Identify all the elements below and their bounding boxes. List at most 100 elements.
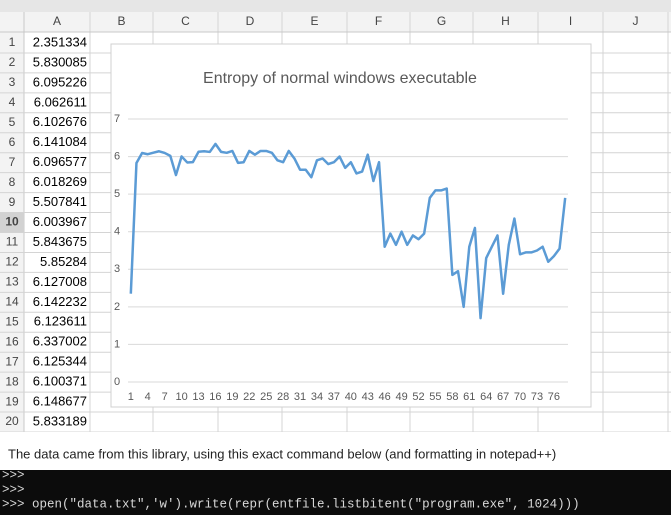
x-tick-label: 52: [412, 391, 424, 403]
y-tick-label: 3: [114, 263, 120, 275]
row-header: 20: [5, 414, 19, 428]
x-tick-label: 28: [277, 391, 289, 403]
x-tick-label: 67: [497, 391, 509, 403]
column-header: C: [181, 14, 190, 28]
x-tick-label: 25: [260, 391, 272, 403]
x-tick-label: 55: [429, 391, 441, 403]
row-header: 6: [9, 135, 16, 149]
row-header: 10: [5, 215, 19, 229]
cell: 6.337002: [33, 334, 87, 349]
x-tick-label: 49: [395, 391, 407, 403]
row-header: 13: [5, 275, 19, 289]
row-header: 18: [5, 374, 19, 388]
column-header: A: [53, 14, 61, 28]
terminal-line: >>> open("data.txt",'w').write(repr(entf…: [2, 497, 580, 511]
y-tick-label: 1: [114, 338, 120, 350]
cell: 5.507841: [33, 194, 87, 209]
cell: 6.141084: [33, 134, 87, 149]
x-tick-label: 31: [294, 391, 306, 403]
x-tick-label: 16: [209, 391, 221, 403]
y-tick-label: 6: [114, 150, 120, 162]
row-header: 2: [9, 55, 16, 69]
cell: 6.142232: [33, 294, 87, 309]
x-tick-label: 43: [362, 391, 374, 403]
chart-title: Entropy of normal windows executable: [203, 70, 477, 87]
cell: 2.351334: [33, 34, 87, 49]
x-tick-label: 46: [379, 391, 391, 403]
column-header: F: [375, 14, 382, 28]
x-tick-label: 1: [128, 391, 134, 403]
x-tick-label: 64: [480, 391, 492, 403]
column-header: J: [633, 14, 639, 28]
cell: 5.833189: [33, 413, 87, 428]
cell: 6.062611: [34, 94, 87, 109]
x-tick-label: 19: [226, 391, 238, 403]
x-tick-label: 73: [531, 391, 543, 403]
row-header: 4: [9, 95, 16, 109]
row-header: 12: [5, 255, 19, 269]
row-header: 9: [9, 195, 16, 209]
row-header: 19: [5, 394, 19, 408]
cell: 6.095226: [33, 74, 87, 89]
x-tick-label: 58: [446, 391, 458, 403]
cell: 6.125344: [33, 354, 87, 369]
terminal: [0, 470, 671, 515]
cell: 5.843675: [33, 234, 87, 249]
row-header: 17: [5, 354, 19, 368]
cell: 6.102676: [33, 114, 87, 129]
x-tick-label: 37: [328, 391, 340, 403]
cell: 6.123611: [34, 314, 87, 329]
cell: 6.018269: [33, 174, 87, 189]
cell: 6.148677: [33, 394, 87, 409]
terminal-line: >>>: [2, 483, 25, 497]
x-tick-label: 13: [192, 391, 204, 403]
column-header: B: [117, 14, 125, 28]
toolbar-strip: [0, 0, 671, 12]
caption-area: [0, 432, 671, 470]
cell: 5.830085: [33, 54, 87, 69]
x-tick-label: 70: [514, 391, 526, 403]
y-tick-label: 2: [114, 301, 120, 313]
active-row-header: [0, 212, 24, 233]
cell: 6.100371: [33, 374, 87, 389]
y-tick-label: 5: [114, 188, 120, 200]
row-header: 14: [5, 295, 19, 309]
row-header: 8: [9, 175, 16, 189]
x-tick-label: 22: [243, 391, 255, 403]
x-tick-label: 40: [345, 391, 357, 403]
column-header-bar: [0, 12, 671, 32]
column-header: I: [569, 14, 572, 28]
row-header: 3: [9, 75, 16, 89]
y-tick-label: 4: [114, 226, 120, 238]
caption: The data came from this library, using t…: [8, 446, 556, 461]
x-tick-label: 34: [311, 391, 323, 403]
data-line: [129, 142, 567, 320]
column-header: E: [310, 14, 318, 28]
row-header: 7: [9, 155, 16, 169]
row-header: 5: [9, 115, 16, 129]
cell: 5.85284: [40, 254, 87, 269]
row-header: 11: [6, 235, 19, 249]
terminal-line: >>>: [2, 468, 25, 482]
row-header: 1: [9, 35, 16, 49]
chart-area: [110, 43, 592, 408]
terminal-lines: >>>>>>>>> open("data.txt",'w').write(rep…: [2, 468, 580, 511]
cell: 6.003967: [33, 214, 87, 229]
y-tick-label: 0: [114, 376, 120, 388]
x-tick-label: 4: [145, 391, 151, 403]
cell: 6.096577: [33, 154, 87, 169]
row-header: 15: [5, 314, 19, 328]
x-tick-label: 10: [175, 391, 187, 403]
x-tick-label: 61: [463, 391, 475, 403]
y-tick-label: 7: [114, 113, 120, 125]
x-tick-label: 7: [162, 391, 168, 403]
column-header: H: [501, 14, 510, 28]
column-header: D: [246, 14, 255, 28]
chart: Entropy of normal windows executable 012…: [110, 43, 592, 408]
row-header: 16: [5, 334, 19, 348]
column-header: G: [437, 14, 446, 28]
cell: 6.127008: [33, 274, 87, 289]
x-tick-label: 76: [548, 391, 560, 403]
